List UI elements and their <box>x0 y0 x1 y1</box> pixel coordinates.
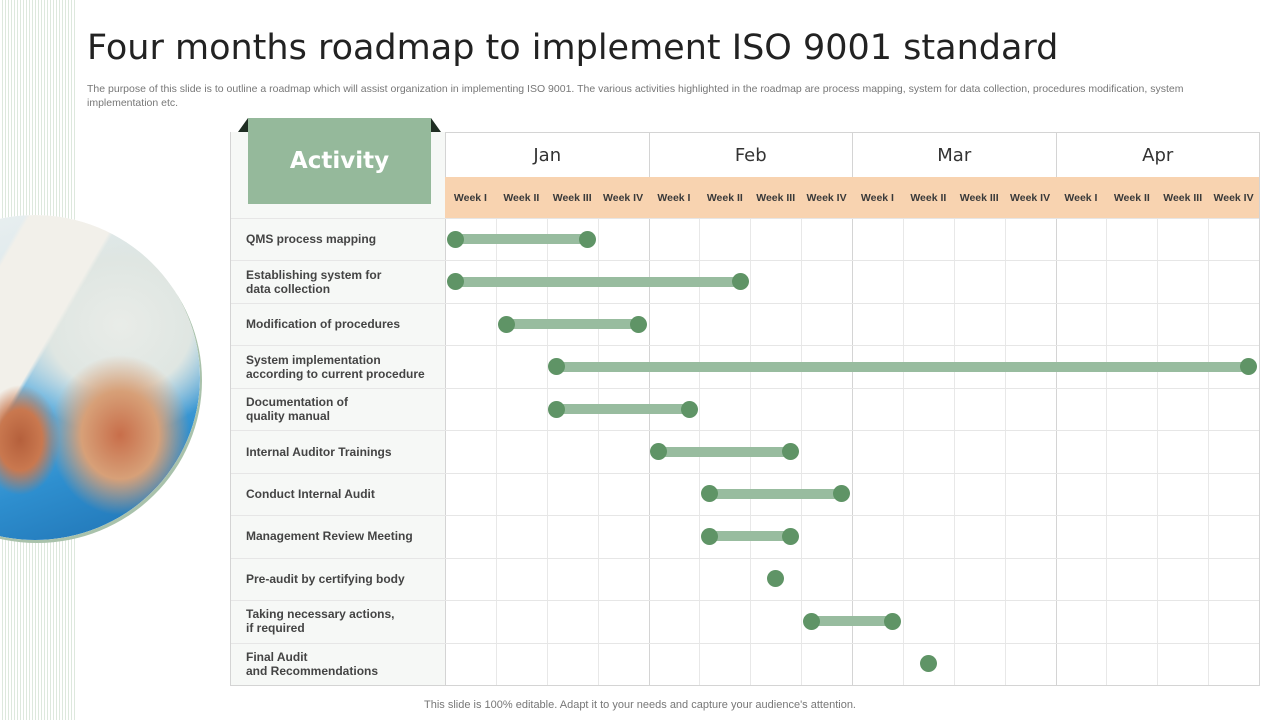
month-header-feb: Feb <box>648 133 853 178</box>
activity-column <box>231 132 445 685</box>
milestone-dot <box>629 315 647 333</box>
grid-line <box>852 218 853 685</box>
milestone-dot <box>446 230 464 248</box>
timeline-bar <box>455 276 741 287</box>
activity-label: Documentation of quality manual <box>246 395 348 424</box>
milestone-dot <box>701 527 719 545</box>
grid-line <box>495 218 497 685</box>
milestone-dot <box>884 612 902 630</box>
week-header: Week I <box>453 191 487 204</box>
month-header-apr: Apr <box>1055 133 1260 178</box>
row-divider <box>231 260 1259 262</box>
grid-line <box>953 218 955 685</box>
grid-line <box>1259 218 1260 685</box>
grid-line <box>1157 218 1159 685</box>
timeline-bar <box>709 531 791 542</box>
row-divider <box>231 430 1259 432</box>
week-header: Week IV <box>603 191 644 204</box>
milestone-dot <box>802 612 820 630</box>
milestone-dot <box>578 230 596 248</box>
milestone-dot <box>731 273 749 291</box>
row-divider <box>231 557 1259 559</box>
milestone-dot <box>919 655 937 673</box>
milestone-dot <box>767 570 785 588</box>
grid-line <box>445 218 446 685</box>
activity-label: Pre-audit by certifying body <box>246 571 405 586</box>
gantt-grid: QMS process mapping Establishing system f… <box>231 218 1260 685</box>
grid-line <box>1208 218 1210 685</box>
week-header: Week I <box>1064 191 1098 204</box>
row-divider <box>231 600 1259 602</box>
grid-line <box>597 218 599 685</box>
grid-line <box>1055 218 1057 685</box>
week-header: Week III <box>552 191 592 204</box>
milestone-dot <box>833 485 851 503</box>
milestone-dot <box>446 273 464 291</box>
milestone-dot <box>701 485 719 503</box>
row-divider <box>231 387 1259 389</box>
activity-header: Activity <box>248 118 431 204</box>
month-header-row: Jan Feb Mar Apr <box>445 132 1259 178</box>
timeline-bar <box>658 446 791 457</box>
week-header: Week II <box>503 191 540 204</box>
week-header: Week IV <box>1010 191 1051 204</box>
timeline-bar <box>811 616 893 627</box>
grid-line <box>1106 218 1108 685</box>
milestone-dot <box>650 443 668 460</box>
grid-line <box>1004 218 1006 685</box>
activity-label: Establishing system for data collection <box>246 267 382 296</box>
page-title: Four months roadmap to implement ISO 900… <box>87 28 1059 68</box>
photo-circle <box>0 215 200 540</box>
row-divider <box>231 642 1259 644</box>
grid-line <box>902 218 904 685</box>
footer-note: This slide is 100% editable. Adapt it to… <box>424 699 856 711</box>
milestone-dot <box>680 400 698 418</box>
activity-label: System implementation according to curre… <box>246 352 425 381</box>
activity-label: QMS process mapping <box>246 232 377 247</box>
week-header: Week II <box>910 191 947 204</box>
row-divider <box>231 218 1259 219</box>
timeline-bar <box>709 488 842 499</box>
row-divider <box>231 345 1259 347</box>
timeline-bar <box>506 319 639 330</box>
milestone-dot <box>548 400 566 418</box>
month-header-jan: Jan <box>445 133 649 178</box>
week-header: Week IV <box>1213 191 1254 204</box>
week-header: Week I <box>860 191 894 204</box>
week-header-row: Week I Week II Week III Week IV Week I Week I… <box>445 177 1259 218</box>
milestone-dot <box>548 358 566 376</box>
month-header-mar: Mar <box>852 133 1056 178</box>
week-header: Week III <box>756 191 796 204</box>
activity-label: Taking necessary actions, if required <box>246 607 395 636</box>
week-header: Week IV <box>806 191 847 204</box>
tab-fold-left <box>238 118 248 132</box>
timeline-bar <box>556 361 1249 372</box>
timeline-bar <box>455 234 588 245</box>
activity-label: Final Audit and Recommendations <box>246 649 379 678</box>
milestone-dot <box>1240 358 1258 376</box>
week-header: Week I <box>657 191 691 204</box>
milestone-dot <box>782 527 800 545</box>
milestone-dot <box>497 315 515 333</box>
map-reading-photo <box>0 215 200 540</box>
timeline-bar <box>556 404 690 415</box>
week-header: Week III <box>1163 191 1203 204</box>
activity-label: Management Review Meeting <box>246 529 413 544</box>
activity-label: Internal Auditor Trainings <box>246 444 392 459</box>
milestone-dot <box>782 443 800 460</box>
grid-line <box>648 218 650 685</box>
grid-line <box>546 218 548 685</box>
activity-label: Modification of procedures <box>246 317 401 332</box>
roadmap-gantt: Activity Jan Feb Mar Apr Week I Week II Week … <box>230 118 1260 686</box>
week-header: Week II <box>706 191 743 204</box>
tab-fold-right <box>431 118 441 132</box>
row-divider <box>231 515 1259 517</box>
row-divider <box>231 472 1259 474</box>
activity-label: Conduct Internal Audit <box>246 486 375 501</box>
row-divider <box>231 302 1259 304</box>
week-header: Week II <box>1113 191 1150 204</box>
grid-line <box>801 218 803 685</box>
page-subtitle: The purpose of this slide is to outline … <box>87 83 1184 109</box>
week-header: Week III <box>959 191 999 204</box>
